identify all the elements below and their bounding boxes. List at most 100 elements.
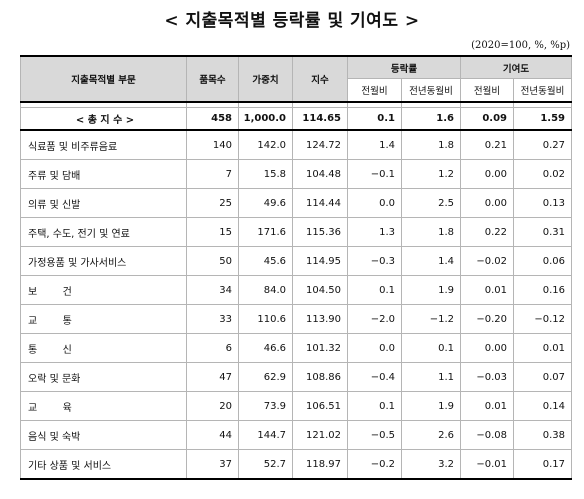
row-contribution-mom: −0.02 xyxy=(460,246,515,276)
row-index: 113.90 xyxy=(292,304,348,334)
row-items: 33 xyxy=(186,304,239,334)
row-contribution-mom: −0.03 xyxy=(460,362,515,392)
row-contribution-mom: 0.00 xyxy=(460,333,515,363)
row-items: 37 xyxy=(186,449,239,480)
row-change-yoy: 1.4 xyxy=(400,246,462,276)
header-contribution-mom: 전월비 xyxy=(460,78,515,103)
row-label: 음식 및 숙박 xyxy=(20,420,187,450)
row-change-mom: −0.3 xyxy=(347,246,402,276)
row-contribution-mom: 0.00 xyxy=(460,159,515,189)
row-items: 25 xyxy=(186,188,239,218)
row-weight: 15.8 xyxy=(238,159,293,189)
row-change-mom: 0.1 xyxy=(347,391,402,421)
row-index: 114.44 xyxy=(292,188,348,218)
row-weight: 62.9 xyxy=(238,362,293,392)
total-change-mom: 0.1 xyxy=(347,107,402,131)
row-contribution-yoy: 0.31 xyxy=(513,217,573,247)
row-index: 114.95 xyxy=(292,246,348,276)
row-contribution-yoy: 0.06 xyxy=(513,246,573,276)
row-contribution-yoy: 0.13 xyxy=(513,188,573,218)
row-contribution-yoy: 0.07 xyxy=(513,362,573,392)
row-weight: 142.0 xyxy=(238,129,293,160)
row-label: 교 통 xyxy=(20,304,187,334)
row-label: 식료품 및 비주류음료 xyxy=(20,129,187,160)
row-index: 108.86 xyxy=(292,362,348,392)
row-index: 106.51 xyxy=(292,391,348,421)
row-change-yoy: 2.5 xyxy=(400,188,462,218)
row-contribution-mom: 0.00 xyxy=(460,188,515,218)
row-change-yoy: 1.1 xyxy=(400,362,462,392)
row-contribution-mom: 0.01 xyxy=(460,391,515,421)
row-items: 6 xyxy=(186,333,239,363)
row-change-yoy: 1.8 xyxy=(400,217,462,247)
header-index: 지수 xyxy=(292,55,348,103)
row-index: 121.02 xyxy=(292,420,348,450)
row-label: 보 건 xyxy=(20,275,187,305)
row-label: 기타 상품 및 서비스 xyxy=(20,449,187,480)
header-weight: 가중치 xyxy=(238,55,293,103)
row-label: 통 신 xyxy=(20,333,187,363)
row-weight: 52.7 xyxy=(238,449,293,480)
row-change-mom: 0.0 xyxy=(347,333,402,363)
row-label: 교 육 xyxy=(20,391,187,421)
row-change-mom: −0.5 xyxy=(347,420,402,450)
row-weight: 45.6 xyxy=(238,246,293,276)
row-label: 의류 및 신발 xyxy=(20,188,187,218)
row-contribution-mom: 0.22 xyxy=(460,217,515,247)
table-row: 음식 및 숙박 44 144.7 121.02 −0.5 2.6 −0.08 0.38 xyxy=(20,420,573,450)
header-change-mom: 전월비 xyxy=(347,78,402,103)
table-row: 기타 상품 및 서비스 37 52.7 118.97 −0.2 3.2 −0.01 0.17 xyxy=(20,449,573,480)
row-items: 34 xyxy=(186,275,239,305)
row-weight: 144.7 xyxy=(238,420,293,450)
row-index: 104.48 xyxy=(292,159,348,189)
table-row: 의류 및 신발 25 49.6 114.44 0.0 2.5 0.00 0.13 xyxy=(20,188,573,218)
table-row: 통 신 6 46.6 101.32 0.0 0.1 0.00 0.01 xyxy=(20,333,573,363)
row-label: 주택, 수도, 전기 및 연료 xyxy=(20,217,187,247)
row-change-yoy: 3.2 xyxy=(400,449,462,480)
row-label: 오락 및 문화 xyxy=(20,362,187,392)
row-contribution-yoy: 0.01 xyxy=(513,333,573,363)
row-index: 101.32 xyxy=(292,333,348,363)
row-label: 가정용품 및 가사서비스 xyxy=(20,246,187,276)
page-title: < 지출목적별 등락률 및 기여도 > xyxy=(164,11,420,31)
header-items: 품목수 xyxy=(186,55,239,103)
row-contribution-yoy: −0.12 xyxy=(513,304,573,334)
total-row: < 총 지 수 > 458 1,000.0 114.65 0.1 1.6 0.0… xyxy=(20,107,573,131)
total-change-yoy: 1.6 xyxy=(400,107,462,131)
table-row: 교 육 20 73.9 106.51 0.1 1.9 0.01 0.14 xyxy=(20,391,573,421)
row-contribution-yoy: 0.38 xyxy=(513,420,573,450)
row-contribution-mom: 0.01 xyxy=(460,275,515,305)
row-items: 20 xyxy=(186,391,239,421)
total-items: 458 xyxy=(186,107,239,131)
row-index: 118.97 xyxy=(292,449,348,480)
total-label: < 총 지 수 > xyxy=(20,107,187,131)
row-items: 15 xyxy=(186,217,239,247)
row-contribution-yoy: 0.02 xyxy=(513,159,573,189)
row-weight: 171.6 xyxy=(238,217,293,247)
row-change-mom: 0.1 xyxy=(347,275,402,305)
row-change-yoy: 2.6 xyxy=(400,420,462,450)
row-items: 140 xyxy=(186,129,239,160)
total-contribution-mom: 0.09 xyxy=(460,107,515,131)
row-contribution-mom: −0.01 xyxy=(460,449,515,480)
cpi-table: 지출목적별 부문 품목수 가중치 지수 등락률 기여도 전월비 전년동월비 전월… xyxy=(20,55,573,480)
row-change-mom: −0.2 xyxy=(347,449,402,480)
row-contribution-mom: 0.21 xyxy=(460,129,515,160)
header-contribution-yoy: 전년동월비 xyxy=(513,78,573,103)
row-weight: 110.6 xyxy=(238,304,293,334)
row-contribution-yoy: 0.16 xyxy=(513,275,573,305)
table-row: 보 건 34 84.0 104.50 0.1 1.9 0.01 0.16 xyxy=(20,275,573,305)
total-weight: 1,000.0 xyxy=(238,107,293,131)
table-row: 주류 및 담배 7 15.8 104.48 −0.1 1.2 0.00 0.02 xyxy=(20,159,573,189)
table-row: 오락 및 문화 47 62.9 108.86 −0.4 1.1 −0.03 0.07 xyxy=(20,362,573,392)
row-change-mom: 1.4 xyxy=(347,129,402,160)
row-items: 50 xyxy=(186,246,239,276)
row-change-yoy: 0.1 xyxy=(400,333,462,363)
row-items: 47 xyxy=(186,362,239,392)
total-contribution-yoy: 1.59 xyxy=(513,107,573,131)
row-weight: 49.6 xyxy=(238,188,293,218)
table-row: 가정용품 및 가사서비스 50 45.6 114.95 −0.3 1.4 −0.02 0.06 xyxy=(20,246,573,276)
row-change-mom: −2.0 xyxy=(347,304,402,334)
header-category: 지출목적별 부문 xyxy=(20,55,187,103)
row-change-mom: 1.3 xyxy=(347,217,402,247)
